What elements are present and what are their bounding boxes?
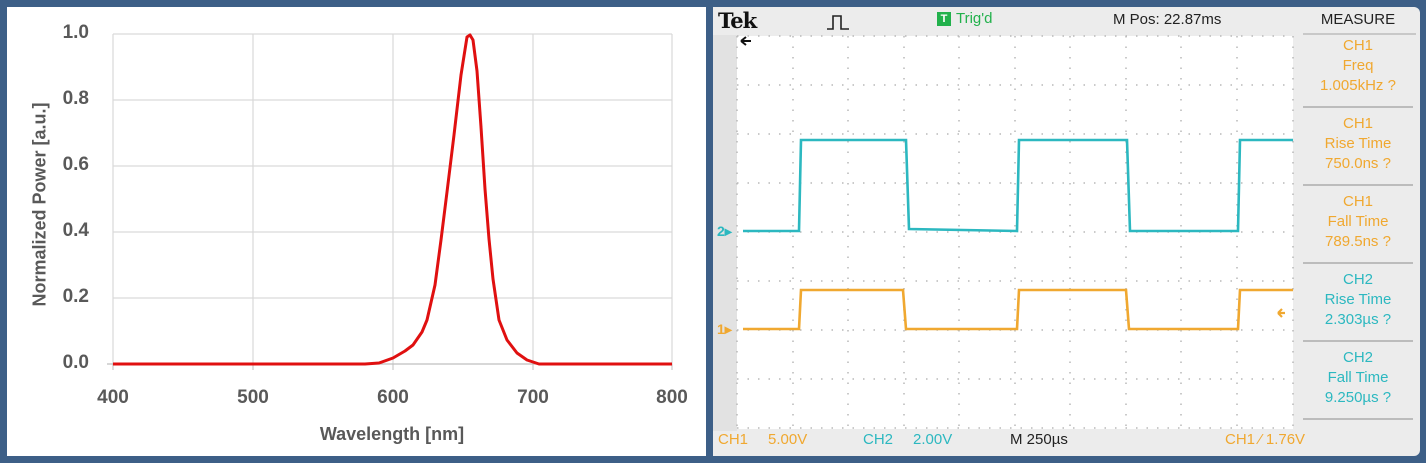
ch2-label: CH2 [863, 431, 894, 448]
measure-channel: CH1 [1342, 193, 1373, 210]
measure-divider [1303, 418, 1413, 420]
y-axis-label: Normalized Power [a.u.] [29, 102, 50, 307]
y-tick-1.0: 1.0 [62, 22, 89, 43]
measure-name: Rise Time [1324, 291, 1392, 308]
spectrum-chart-panel: 1.0 0.8 0.6 0.4 0.2 0.0 400 500 600 700 … [7, 7, 706, 456]
measure-name: Rise Time [1324, 135, 1392, 152]
y-tick-0.0: 0.0 [62, 352, 89, 373]
ch1-marker-label: 1 [717, 321, 725, 337]
pulse-icon [827, 15, 849, 30]
measure-divider [1303, 340, 1413, 342]
measure-name: Fall Time [1327, 213, 1389, 230]
y-tick-0.8: 0.8 [62, 88, 89, 109]
measure-divider [1303, 184, 1413, 186]
trigger-setting: CH1 ⁄ 1.76V [1225, 431, 1306, 448]
ch2-marker-label: 2 [717, 223, 725, 239]
scope-left-strip [713, 35, 737, 431]
x-axis-label: Wavelength [nm] [319, 424, 465, 444]
x-tick-500: 500 [237, 387, 269, 408]
trigger-level-arrow-icon [1277, 308, 1285, 318]
m-pos: M Pos: 22.87ms [1113, 11, 1222, 28]
y-tick-0.6: 0.6 [62, 154, 89, 175]
measure-menu-title[interactable]: MEASURE [1320, 11, 1396, 28]
measure-value: 789.5ns ? [1325, 233, 1391, 250]
x-tick-400: 400 [97, 387, 129, 408]
ch2-scale: 2.00V [913, 431, 953, 448]
spectrum-curve [113, 33, 672, 366]
scope-screen [736, 15, 1416, 429]
y-tick-0.4: 0.4 [62, 220, 89, 241]
measure-channel: CH1 [1342, 37, 1373, 54]
x-tick-600: 600 [377, 387, 409, 408]
ch2-trace [743, 138, 1293, 233]
tek-logo: Tek [718, 8, 757, 33]
trigger-icon: T [937, 12, 951, 26]
measure-name: Freq [1342, 57, 1374, 74]
ch2-ground-marker: 2▸ [717, 223, 732, 239]
measure-ch1-freq[interactable]: CH1 Freq 1.005kHz ? [1298, 36, 1418, 96]
measure-channel: CH1 [1342, 115, 1373, 132]
measure-ch2-rise-time[interactable]: CH2 Rise Time 2.303µs ? [1298, 270, 1418, 330]
oscilloscope-panel: Tek T Trig'd M Pos: 22.87ms MEASURE 2▸ 1… [713, 7, 1420, 456]
measure-divider [1303, 106, 1413, 108]
ch1-trace [743, 288, 1293, 331]
measure-divider [1303, 262, 1413, 264]
back-arrow-icon [740, 36, 751, 46]
measure-channel: CH2 [1342, 271, 1373, 288]
measure-ch2-fall-time[interactable]: CH2 Fall Time 9.250µs ? [1298, 348, 1418, 408]
measure-name: Fall Time [1327, 369, 1389, 386]
measure-value: 750.0ns ? [1325, 155, 1391, 172]
measure-value: 2.303µs ? [1324, 311, 1392, 328]
measure-ch1-fall-time[interactable]: CH1 Fall Time 789.5ns ? [1298, 192, 1418, 252]
ch1-label: CH1 [718, 431, 749, 448]
measure-channel: CH2 [1342, 349, 1373, 366]
measure-value: 1.005kHz ? [1320, 77, 1396, 94]
y-tick-0.2: 0.2 [62, 286, 89, 307]
ch1-scale: 5.00V [768, 431, 808, 448]
x-tick-800: 800 [656, 387, 688, 408]
timebase: M 250µs [1010, 431, 1068, 448]
measure-ch1-rise-time[interactable]: CH1 Rise Time 750.0ns ? [1298, 114, 1418, 174]
trigger-status: Trig'd [956, 10, 993, 27]
x-tick-700: 700 [517, 387, 549, 408]
spectrum-plot [107, 33, 673, 370]
measure-value: 9.250µs ? [1324, 389, 1392, 406]
ch1-ground-marker: 1▸ [717, 321, 732, 337]
